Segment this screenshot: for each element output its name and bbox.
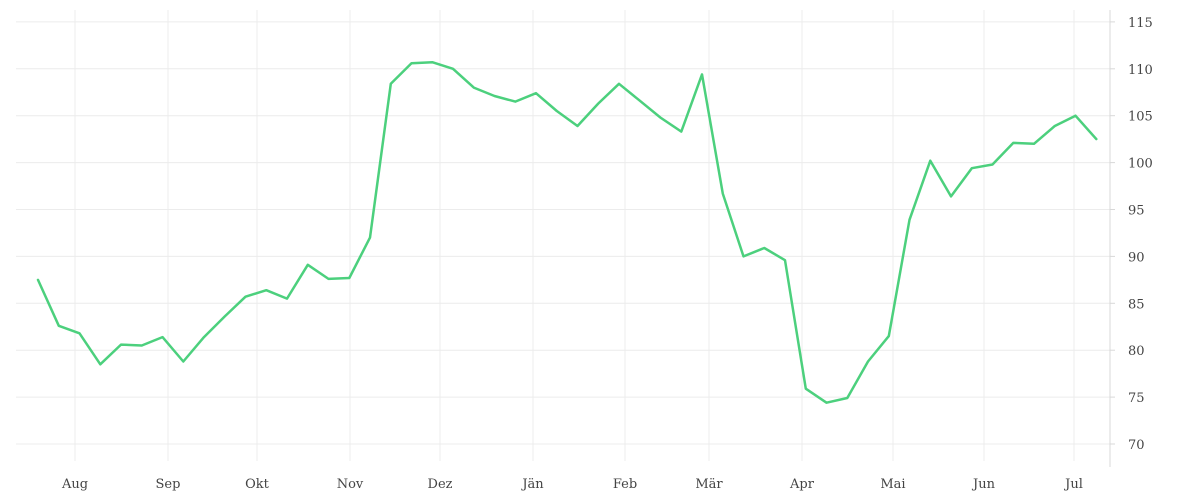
x-tick-label: Apr xyxy=(789,477,815,492)
x-tick-label: Okt xyxy=(245,477,270,492)
y-tick-label: 90 xyxy=(1128,250,1145,265)
y-tick-label: 110 xyxy=(1128,63,1153,78)
x-tick-label: Jun xyxy=(971,477,996,492)
series-line xyxy=(36,60,1098,404)
y-tick-label: 75 xyxy=(1128,391,1145,406)
y-tick-label: 95 xyxy=(1128,204,1145,219)
series-layer xyxy=(36,60,1098,404)
y-tick-label: 100 xyxy=(1128,157,1153,172)
y-tick-label: 80 xyxy=(1128,344,1145,359)
x-tick-label: Aug xyxy=(61,477,88,492)
x-tick-label: Sep xyxy=(156,477,181,492)
x-tick-label: Mär xyxy=(695,477,723,492)
y-axis: 70 75 80 85 90 95 100 105 110 115 xyxy=(1109,10,1153,467)
gridlines xyxy=(16,10,1110,461)
x-tick-label: Dez xyxy=(428,477,453,492)
y-tick-label: 70 xyxy=(1128,438,1145,453)
x-axis-labels: Aug Sep Okt Nov Dez Jän Feb Mär Apr Mai Jun Jul xyxy=(61,477,1083,492)
x-tick-label: Jän xyxy=(520,477,544,492)
y-tick-label: 105 xyxy=(1128,110,1153,125)
x-tick-label: Jul xyxy=(1063,477,1083,492)
y-tick-label: 115 xyxy=(1128,16,1153,31)
x-tick-label: Nov xyxy=(337,477,364,492)
x-tick-label: Mai xyxy=(880,477,905,492)
x-tick-label: Feb xyxy=(613,477,637,492)
y-tick-label: 85 xyxy=(1128,297,1145,312)
